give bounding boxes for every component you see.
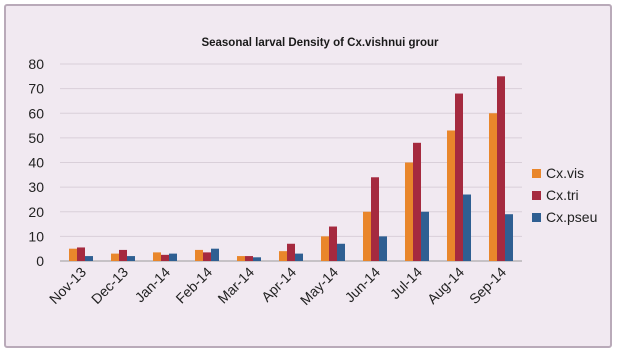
bar-cx-vis [195,249,203,261]
bar-cx-pseu [295,253,303,261]
bars [69,76,513,261]
x-tick-label: May-14 [297,264,341,308]
bar-cx-tri [203,252,211,261]
gridlines [60,63,522,262]
y-tick-label: 60 [28,105,44,121]
bar-cx-vis [111,253,119,261]
bar-cx-tri [413,142,421,261]
x-tick-label: Aug-14 [424,264,467,307]
legend-swatch [532,169,541,178]
legend-label: Cx.tri [546,187,579,203]
y-tick-label: 0 [36,253,44,269]
bar-cx-pseu [463,194,471,261]
bar-cx-vis [69,248,77,261]
legend-swatch [532,191,541,200]
y-tick-label: 10 [28,228,44,244]
x-tick-label: Apr-14 [258,264,299,305]
bar-cx-vis [405,162,413,261]
bar-cx-pseu [211,248,219,261]
bar-cx-pseu [169,253,177,261]
bar-cx-pseu [337,243,345,261]
bar-cx-vis [279,251,287,261]
bar-cx-pseu [127,256,135,261]
bar-cx-tri [455,93,463,261]
x-tick-label: Jun-14 [342,264,384,306]
x-tick-label: Jul-14 [387,264,425,302]
bar-cx-vis [363,211,371,261]
bar-cx-pseu [505,214,513,261]
bar-cx-tri [119,249,127,261]
bar-cx-vis [153,252,161,261]
bar-cx-tri [287,243,295,261]
legend-label: Cx.pseu [546,209,597,225]
bar-cx-tri [77,247,85,261]
y-axis-ticks: 0 10 20 30 40 50 60 70 80 [28,56,44,269]
bar-cx-pseu [253,257,261,261]
x-tick-label: Dec-13 [88,264,131,307]
bar-cx-tri [161,254,169,261]
bar-cx-vis [321,236,329,261]
chart-title: Seasonal larval Density of Cx.vishnui gr… [201,37,439,49]
legend-swatch [532,213,541,222]
bar-cx-vis [489,113,497,261]
bar-cx-tri [245,256,253,261]
x-tick-label: Feb-14 [172,264,215,307]
legend-label: Cx.vis [546,165,584,181]
chart-frame [4,4,612,348]
x-tick-label: Mar-14 [214,264,257,307]
bar-cx-vis [447,130,455,261]
y-tick-label: 30 [28,179,44,195]
bar-cx-tri [371,177,379,261]
legend: Cx.vis Cx.tri Cx.pseu [532,165,597,225]
y-tick-label: 20 [28,204,44,220]
bar-cx-pseu [421,211,429,261]
y-tick-label: 80 [28,56,44,72]
bar-cx-tri [329,226,337,261]
y-tick-label: 50 [28,130,44,146]
x-tick-label: Sep-14 [466,264,509,307]
y-tick-label: 40 [28,155,44,171]
bar-cx-pseu [379,236,387,261]
x-tick-label: Jan-14 [132,264,174,306]
bar-cx-pseu [85,256,93,261]
y-tick-label: 70 [28,81,44,97]
bar-cx-vis [237,256,245,261]
x-tick-label: Nov-13 [46,264,89,307]
bar-cx-tri [497,76,505,261]
